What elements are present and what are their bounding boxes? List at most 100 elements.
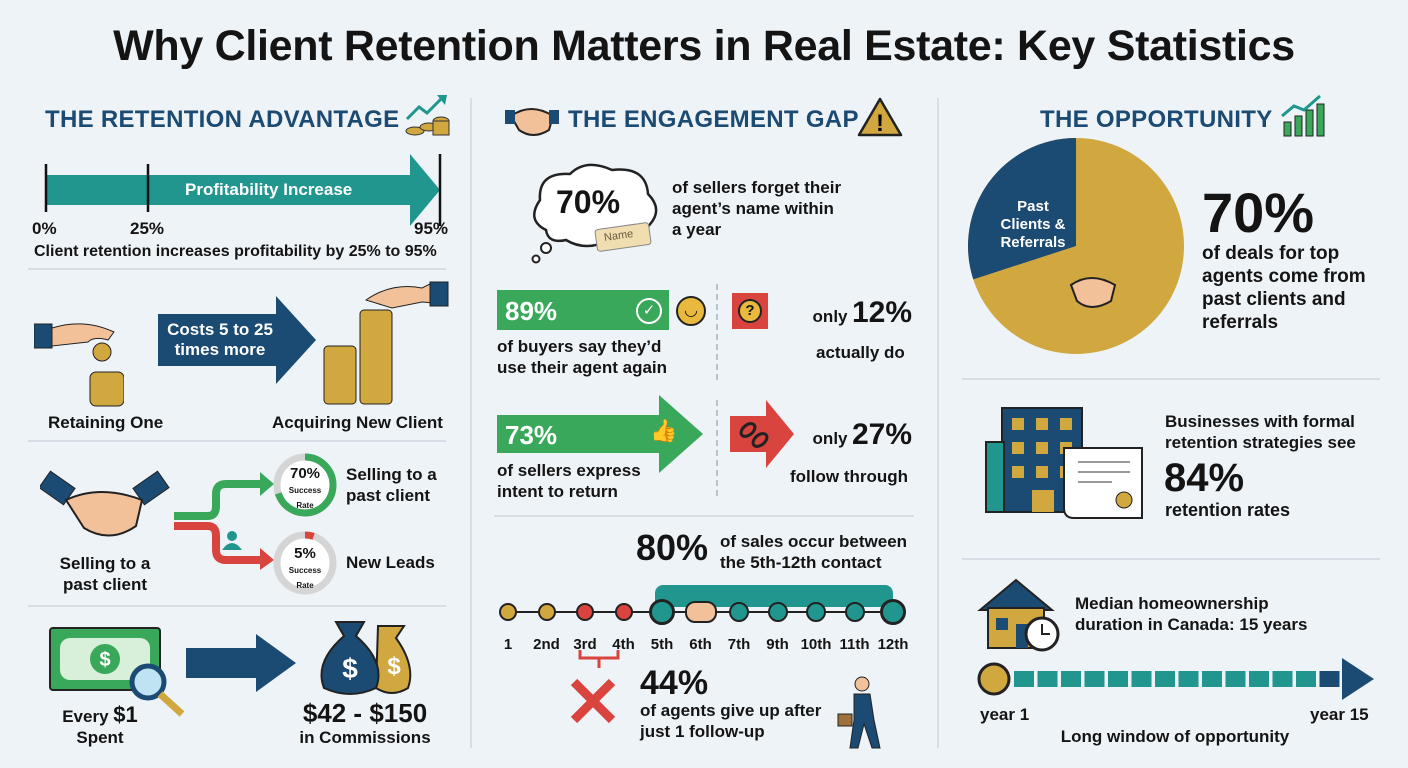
contact-dot — [614, 603, 633, 621]
line: Referrals — [1000, 234, 1066, 251]
line: Past — [1017, 198, 1049, 215]
contact-dot — [537, 603, 556, 621]
column-divider — [470, 98, 472, 748]
contact-dot — [767, 602, 788, 622]
contact-dot — [844, 602, 865, 622]
branch-arrows — [174, 472, 274, 570]
line: past client — [346, 486, 431, 505]
contact-label: 5th — [650, 636, 674, 653]
line: Selling to a — [346, 465, 437, 484]
contact-label: 2nd — [533, 636, 560, 653]
divider — [962, 378, 1380, 380]
donut-new-leads — [273, 531, 337, 595]
divider — [28, 440, 446, 442]
duration-caption: Long window of opportunity — [1060, 727, 1290, 746]
smiley-icon: ◡ — [676, 296, 706, 326]
contact-label: 4th — [612, 636, 635, 653]
acquiring-label: Acquiring New Client — [272, 413, 443, 432]
line: duration in Canada: — [1075, 615, 1235, 634]
buyers-actual-label: actually do — [816, 343, 905, 362]
year-segment — [1037, 671, 1058, 687]
cost-arrow — [158, 296, 316, 384]
dashed-divider — [716, 400, 718, 496]
house-clock-icon — [977, 578, 1060, 652]
year-segment — [1155, 671, 1175, 687]
referrals-pie-chart — [968, 138, 1184, 354]
check-icon: ✓ — [636, 298, 662, 324]
column-divider — [937, 98, 939, 748]
handshake-icon — [505, 108, 559, 136]
year-segment — [1131, 671, 1152, 687]
contact-label: 11th — [839, 636, 870, 653]
contact-dot — [499, 603, 517, 621]
give-up-bracket — [578, 650, 620, 668]
target-range-bracket — [655, 585, 893, 607]
past-client-text: Selling to a past client — [346, 464, 437, 506]
sellers-text: of sellers express intent to return — [497, 460, 641, 502]
selling-past-client-label: Selling to a past client — [40, 553, 170, 595]
ownership-timeline — [977, 658, 1374, 700]
money-bags-icon: $ $ — [320, 621, 412, 695]
contact-dot — [576, 603, 594, 621]
formal-value: 84% — [1164, 456, 1245, 500]
year-segment — [1296, 671, 1316, 687]
year-segment — [1319, 671, 1340, 687]
line: agent’s name within — [672, 199, 834, 218]
rate-sub: Rate — [296, 581, 314, 590]
section-header-retention: THE RETENTION ADVANTAGE — [45, 106, 400, 133]
svg-text:$: $ — [387, 653, 401, 680]
year-segment — [1225, 671, 1246, 687]
rate-value: 70% — [289, 465, 321, 482]
formal-text: Businesses with formal retention strategi… — [1165, 411, 1356, 453]
forget-text: of sellers forget their agent’s name with… — [672, 177, 841, 240]
formal-label: retention rates — [1165, 500, 1291, 520]
spent: Spent — [76, 728, 124, 747]
page-title: Why Client Retention Matters in Real Est… — [113, 22, 1295, 70]
line: of buyers say they’d — [497, 337, 662, 356]
commission-label: in Commissions — [299, 728, 431, 747]
line: the 5th-12th contact — [720, 553, 882, 572]
line: just 1 follow-up — [640, 722, 765, 741]
line: retention strategies see — [1165, 433, 1356, 452]
divider — [28, 268, 446, 270]
label-line: Selling to a — [59, 554, 151, 573]
question-icon: ? — [732, 293, 768, 329]
year-segment — [1108, 671, 1128, 687]
tick-0: 0% — [32, 219, 57, 238]
label-line: past client — [62, 575, 148, 594]
new-leads-rate: 5% Success Rate — [272, 546, 338, 593]
year-segment — [1272, 671, 1293, 687]
duration-text: Median homeownership duration in Canada: … — [1075, 593, 1307, 635]
every: Every — [62, 707, 109, 726]
thumbs-up-icon: 👍 — [650, 418, 678, 443]
question-mark: ? — [738, 299, 762, 323]
line: of sales occur between — [720, 532, 908, 551]
broken-link-arrow — [730, 400, 794, 468]
giveup-text: of agents give up after just 1 follow-up — [640, 700, 821, 742]
past-client-rate: 70% Success Rate — [272, 466, 338, 513]
contact-label: 1 — [503, 636, 513, 653]
tick-25: 25% — [130, 219, 165, 238]
year-start-label: year 1 — [980, 705, 1030, 724]
deals-text: of deals for top agents come from past cli… — [1202, 242, 1366, 334]
contact-label: 6th — [689, 636, 712, 653]
forget-value: 70% — [556, 184, 621, 220]
cost-arrow-text: Costs 5 to 25 times more — [160, 320, 280, 360]
sellers-value: 73% — [505, 420, 558, 450]
only: only — [812, 429, 848, 448]
buyers-text: of buyers say they’d use their agent agai… — [497, 336, 667, 378]
line: Clients & — [1000, 216, 1066, 233]
commission-return: $42 - $150 — [302, 698, 428, 728]
every-dollar-spent: Every $1 Spent — [50, 704, 150, 748]
line: use their agent again — [497, 358, 668, 377]
contact-dot — [880, 599, 906, 625]
contact-dot — [729, 602, 749, 622]
line: Median homeownership — [1075, 594, 1269, 613]
rate-value: 5% — [294, 545, 316, 562]
giveup-value: 44% — [640, 664, 709, 702]
pie-slice-past-clients — [968, 138, 1076, 280]
divider — [28, 605, 446, 607]
profitability-bar-label: Profitability Increase — [185, 180, 353, 199]
year-segment — [1014, 671, 1034, 687]
contact-label: 12th — [877, 636, 909, 653]
